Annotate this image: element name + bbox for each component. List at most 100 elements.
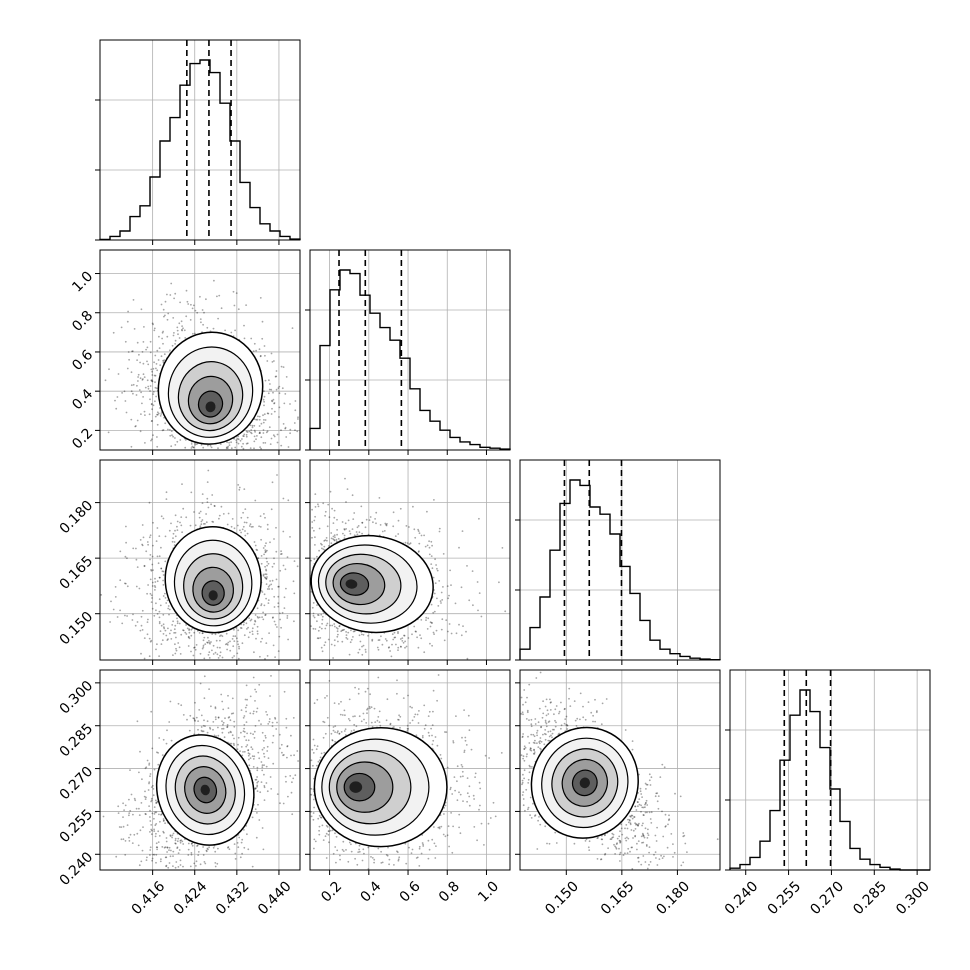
scatter-point	[246, 732, 249, 735]
scatter-point	[189, 524, 192, 527]
scatter-point	[149, 775, 151, 778]
scatter-point	[151, 585, 154, 587]
scatter-point	[336, 533, 338, 536]
scatter-point	[197, 854, 200, 856]
scatter-point	[174, 652, 177, 655]
scatter-point	[262, 398, 265, 401]
scatter-point	[166, 318, 169, 321]
scatter-point	[154, 581, 157, 583]
scatter-point	[215, 639, 218, 642]
scatter-point	[216, 862, 219, 865]
scatter-point	[178, 322, 181, 325]
scatter-point	[169, 835, 172, 837]
scatter-point	[229, 640, 231, 643]
scatter-point	[214, 633, 217, 636]
scatter-point	[240, 445, 243, 448]
scatter-point	[176, 440, 179, 443]
scatter-point	[117, 812, 120, 814]
scatter-point	[328, 516, 331, 518]
scatter-point	[217, 716, 220, 719]
scatter-point	[254, 614, 257, 616]
scatter-point	[271, 741, 274, 744]
scatter-point	[276, 433, 279, 436]
scatter-point	[255, 637, 257, 640]
scatter-point	[265, 782, 268, 784]
scatter-point	[293, 560, 296, 562]
scatter-point	[145, 550, 148, 553]
scatter-point	[114, 586, 117, 588]
scatter-point	[140, 624, 143, 627]
scatter-point	[180, 633, 183, 636]
scatter-point	[258, 415, 261, 418]
scatter-point	[152, 367, 155, 370]
scatter-point	[152, 521, 154, 524]
scatter-point	[146, 360, 148, 363]
scatter-point	[174, 343, 177, 345]
scatter-point	[329, 624, 332, 627]
scatter-point	[210, 641, 212, 643]
scatter-point	[132, 392, 134, 395]
scatter-point	[168, 529, 171, 532]
scatter-point	[231, 638, 234, 640]
scatter-point	[260, 604, 262, 607]
scatter-point	[179, 653, 182, 655]
scatter-point	[182, 327, 184, 330]
scatter-point	[356, 526, 359, 529]
scatter-point	[277, 602, 280, 605]
scatter-point	[251, 748, 254, 751]
scatter-point	[280, 553, 283, 555]
scatter-point	[264, 565, 266, 568]
scatter-point	[264, 573, 267, 575]
scatter-point	[174, 624, 177, 627]
scatter-point	[367, 634, 369, 637]
scatter-point	[154, 374, 157, 377]
scatter-point	[227, 694, 229, 697]
scatter-point	[162, 570, 165, 573]
scatter-point	[276, 474, 278, 476]
scatter-point	[146, 633, 149, 636]
scatter-point	[257, 751, 260, 754]
scatter-point	[156, 423, 159, 426]
scatter-point	[462, 625, 464, 627]
scatter-point	[239, 856, 242, 859]
scatter-point	[266, 576, 268, 578]
scatter-point	[460, 586, 463, 589]
scatter-point	[141, 544, 144, 547]
scatter-point	[245, 684, 248, 687]
scatter-point	[320, 613, 323, 616]
scatter-point	[148, 637, 151, 640]
scatter-point	[168, 608, 171, 611]
scatter-point	[224, 329, 227, 332]
scatter-point	[268, 718, 271, 720]
scatter-point	[269, 695, 271, 697]
scatter-point	[254, 700, 256, 702]
scatter-point	[285, 717, 288, 720]
scatter-point	[433, 633, 435, 635]
scatter-point	[217, 734, 220, 737]
scatter-point	[163, 626, 165, 629]
scatter-point	[358, 531, 361, 534]
scatter-point	[164, 822, 167, 825]
scatter-point	[214, 862, 217, 864]
scatter-point	[233, 725, 236, 728]
scatter-point	[139, 539, 142, 541]
scatter-point	[417, 530, 420, 532]
scatter-point	[273, 620, 276, 623]
scatter-point	[272, 616, 274, 619]
scatter-point	[264, 736, 267, 739]
scatter-point	[246, 532, 249, 535]
scatter-point	[242, 751, 244, 753]
scatter-point	[123, 390, 126, 393]
scatter-point	[141, 351, 144, 353]
scatter-point	[252, 710, 255, 713]
scatter-point	[180, 516, 183, 518]
scatter-point	[194, 309, 197, 312]
scatter-point	[415, 630, 417, 633]
scatter-point	[448, 594, 450, 597]
scatter-point	[258, 757, 261, 760]
panel-frame	[99, 249, 301, 451]
scatter-point	[271, 407, 273, 410]
scatter-point	[181, 325, 184, 327]
scatter-point	[214, 651, 217, 654]
